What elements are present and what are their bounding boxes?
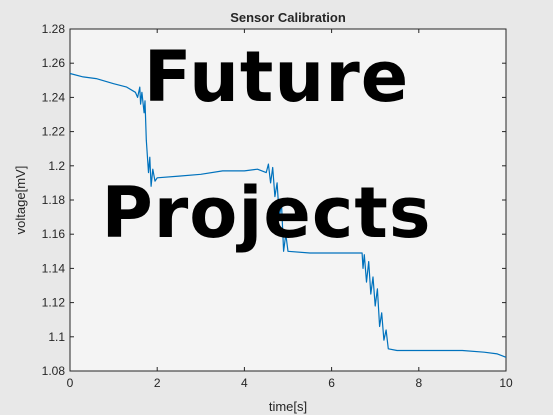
y-tick-label: 1.1 <box>48 330 65 344</box>
chart-title: Sensor Calibration <box>230 10 346 25</box>
x-axis-label: time[s] <box>269 399 307 414</box>
x-tick-label: 4 <box>241 376 248 390</box>
y-tick-label: 1.24 <box>42 90 66 104</box>
axis-ticks: 0 2 4 6 8 10 1.08 1.1 1.12 1.14 1.16 1.18 1.2 1.22 1.2… <box>42 22 513 390</box>
y-tick-label: 1.18 <box>42 193 66 207</box>
y-tick-label: 1.2 <box>48 159 65 173</box>
x-tick-label: 8 <box>415 376 422 390</box>
overlay-title-projects: Projects <box>101 172 432 254</box>
y-tick-label: 1.14 <box>42 261 66 275</box>
y-tick-label: 1.28 <box>42 22 66 36</box>
y-tick-label: 1.16 <box>42 227 66 241</box>
y-tick-label: 1.22 <box>42 125 66 139</box>
x-tick-label: 0 <box>67 376 74 390</box>
x-tick-label: 10 <box>499 376 513 390</box>
overlay-title-future: Future <box>143 36 410 118</box>
x-tick-label: 6 <box>328 376 335 390</box>
x-tick-label: 2 <box>154 376 161 390</box>
plot-area <box>69 28 507 372</box>
y-tick-label: 1.26 <box>42 56 66 70</box>
y-tick-label: 1.12 <box>42 296 66 310</box>
data-series <box>69 72 507 358</box>
y-tick-label: 1.08 <box>42 364 66 378</box>
y-axis-label: voltage[mV] <box>13 166 28 235</box>
series-line <box>69 72 507 358</box>
